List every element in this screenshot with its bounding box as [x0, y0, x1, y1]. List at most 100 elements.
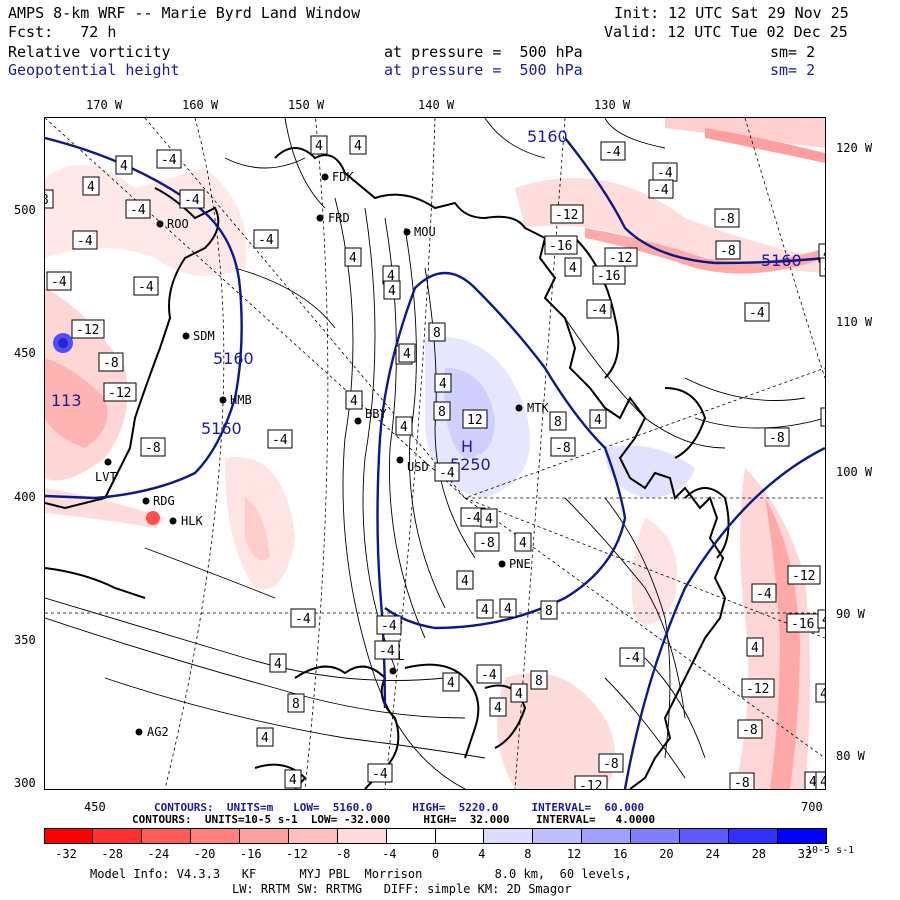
colorbar: [44, 828, 827, 845]
vorticity-label: -4: [184, 193, 200, 208]
vorticity-label: 8: [545, 604, 553, 619]
colorbar-cell: [288, 828, 338, 844]
vorticity-label: 4: [403, 347, 411, 362]
colorbar-cell: [92, 828, 142, 844]
vorticity-label: 4: [350, 394, 358, 409]
vorticity-label: 4: [400, 420, 408, 435]
station-label: FRD: [328, 211, 350, 225]
lon-label-top: 160 W: [182, 98, 219, 112]
x-tick-label: 700: [801, 800, 823, 814]
colorbar-tick-label: -32: [55, 847, 77, 861]
vorticity-label: 4: [481, 603, 489, 618]
colorbar-cell: [337, 828, 387, 844]
colorbar-tick-label: 16: [613, 847, 628, 861]
vorticity-label-box: [815, 771, 825, 789]
vorticity-label-box: [489, 697, 507, 717]
vorticity-label: -4: [591, 303, 607, 318]
vorticity-label-box: [714, 208, 740, 228]
vorticity-label: -4: [379, 644, 395, 659]
colorbar-tick-label: -20: [193, 847, 216, 861]
init-time: Init: 12 UTC Sat 29 Nov 25: [614, 4, 849, 22]
vorticity-label: 4: [820, 687, 825, 702]
station-label: HMB: [230, 393, 252, 407]
field-1-smooth: sm= 2: [770, 43, 816, 61]
vorticity-label: 4: [519, 536, 527, 551]
colorbar-cell: [190, 828, 240, 844]
vorticity-label-box: [476, 664, 502, 684]
colorbar-cell: [44, 828, 93, 844]
forecast-hour: Fcst: 72 h: [8, 23, 117, 41]
vorticity-label-box: [715, 240, 741, 260]
vorticity-label: 4: [349, 251, 357, 266]
colorbar-cell: [435, 828, 485, 844]
colorbar-tick-label: 12: [566, 847, 582, 861]
colorbar-tick-label: 0: [431, 847, 440, 861]
vorticity-label: 4: [820, 775, 825, 789]
vorticity-label: -4: [161, 153, 177, 168]
colorbar-cell: [533, 828, 583, 844]
vorticity-label: -4: [481, 668, 497, 683]
vorticity-label: 4: [751, 641, 759, 656]
vorticity-label: 4: [315, 139, 323, 154]
vorticity-contours: [45, 118, 825, 789]
vorticity-label: 4: [274, 657, 282, 672]
model-title: AMPS 8-km WRF -- Marie Byrd Land Window: [8, 4, 361, 22]
station-label: AG2: [147, 725, 169, 739]
vorticity-label: -8: [769, 431, 785, 446]
station-label: PNE: [509, 557, 531, 571]
vorticity-label: -16: [791, 617, 814, 632]
vorticity-label-box: [133, 276, 159, 296]
vorticity-label-box: [428, 322, 446, 342]
station-labels: FDK FRD MOU ROO SDM HMB BBY MTK USD LVT …: [95, 170, 549, 739]
vorticity-label-box: [367, 763, 393, 783]
y-tick-label: 450: [14, 346, 36, 360]
height-label: 5160: [201, 419, 242, 438]
y-tick-label: 500: [14, 203, 36, 217]
high-value: 12: [467, 413, 483, 428]
vorticity-label: 4: [504, 602, 512, 617]
vorticity-label: -16: [549, 239, 572, 254]
vorticity-label-box: [815, 683, 825, 703]
lon-label-top: 150 W: [288, 98, 325, 112]
vorticity-label: -8: [742, 723, 758, 738]
vorticity-label-box: [586, 299, 612, 319]
vorticity-label: 4: [354, 139, 362, 154]
vorticity-label: -12: [76, 323, 99, 338]
low-marker-value: 113: [51, 391, 82, 410]
vorticity-label-box: [741, 678, 775, 698]
y-tick-label: 350: [14, 633, 36, 647]
colorbar-tick-label: 28: [751, 847, 767, 861]
vorticity-label-box: [433, 401, 451, 421]
vorticity-label-box: [442, 672, 460, 692]
lon-label-top: 130 W: [594, 98, 631, 112]
vorticity-label: -8: [479, 536, 495, 551]
vorticity-label-box: [746, 637, 764, 657]
stations: [104, 173, 523, 736]
high-value-box: [462, 409, 488, 429]
vorticity-label-box: [345, 390, 363, 410]
vorticity-label-box: [434, 462, 460, 482]
vorticity-label: 4: [515, 687, 523, 702]
vorticity-label: -4: [605, 145, 621, 160]
vorticity-label: -8: [720, 244, 736, 259]
colorbar-tick-label: -4: [382, 847, 397, 861]
vorticity-label-box: [787, 565, 821, 585]
vorticity-label-box: [817, 609, 825, 629]
vorticity-label-box: [818, 243, 825, 263]
vorticity-label: 4: [388, 284, 396, 299]
vorticity-label: 4: [823, 247, 825, 262]
vorticity-label: 4: [87, 180, 95, 195]
vorticity-label: -12: [555, 208, 578, 223]
vorticity-label: 4: [809, 775, 817, 789]
height-contours: [45, 136, 825, 789]
station-label: USD: [407, 460, 429, 474]
colorbar-cell: [239, 828, 289, 844]
vorticity-label-box: [737, 719, 763, 739]
station-label: SDM: [193, 329, 215, 343]
vorticity-label-box: [550, 437, 576, 457]
map-panel: FDK FRD MOU ROO SDM HMB BBY MTK USD LVT …: [44, 117, 826, 790]
x-tick-label: 450: [84, 800, 106, 814]
height-label: 5250: [450, 455, 491, 474]
colorbar-tick-label: -28: [101, 847, 124, 861]
vorticity-label-box: [395, 416, 413, 436]
